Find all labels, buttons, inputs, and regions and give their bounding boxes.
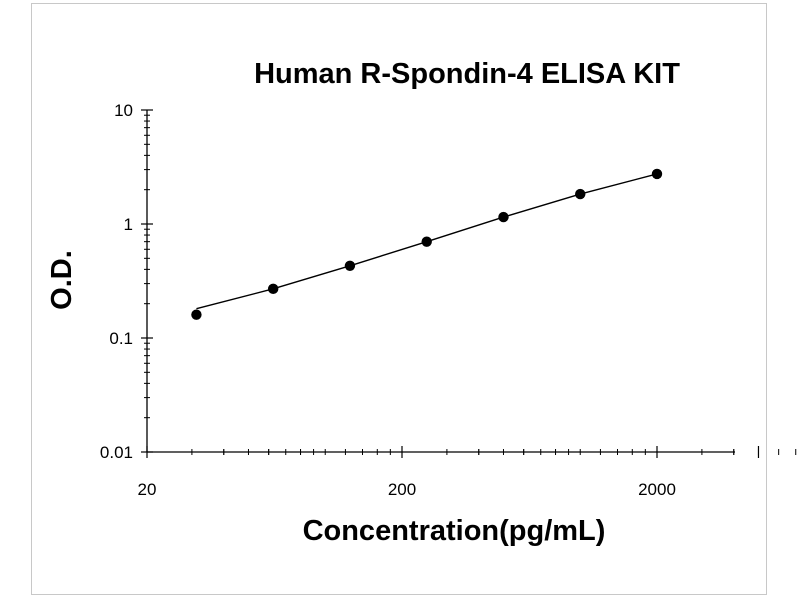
- data-point: [575, 188, 586, 200]
- chart-frame: [31, 3, 767, 595]
- y-tick-label: 1: [124, 215, 133, 234]
- chart-title: Human R-Spondin-4 ELISA KIT: [254, 58, 680, 90]
- ticks: [141, 109, 797, 458]
- x-tick-label: 20: [138, 480, 157, 499]
- y-tick-label: 0.01: [100, 443, 133, 462]
- data-points: [191, 168, 663, 320]
- data-point: [421, 236, 432, 247]
- y-axis-label: O.D.: [46, 250, 78, 310]
- data-point: [191, 309, 202, 320]
- x-tick-label: 200: [388, 480, 416, 499]
- axes: [146, 110, 735, 453]
- y-tick-label: 0.1: [109, 329, 133, 348]
- y-tick-label: 10: [114, 101, 133, 120]
- x-tick-label: 2000: [638, 480, 676, 499]
- tick-labels: 10 1 0.1 0.01 20 200 2000: [100, 101, 676, 499]
- data-point: [651, 168, 663, 180]
- x-axis-label: Concentration(pg/mL): [303, 515, 606, 547]
- data-point: [267, 283, 279, 295]
- data-point: [498, 211, 509, 223]
- data-point: [344, 260, 356, 271]
